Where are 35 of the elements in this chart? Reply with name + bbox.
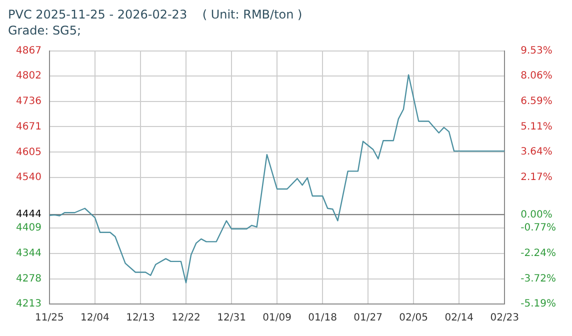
y-tick-label: 4671 xyxy=(16,121,42,132)
y2-tick-label: 9.53% xyxy=(520,45,552,56)
x-tick-label: 02/23 xyxy=(490,312,520,324)
chart-subtitle: Grade: SG5; xyxy=(8,24,82,38)
x-tick-label: 12/13 xyxy=(126,312,155,324)
y-tick-label: 4736 xyxy=(16,96,42,108)
y2-tick-label: -0.77% xyxy=(520,222,556,234)
y-tick-label: 4278 xyxy=(16,273,42,284)
y2-tick-label: 5.11% xyxy=(520,121,552,132)
x-tick-label: 12/31 xyxy=(217,312,246,324)
y-tick-label: 4540 xyxy=(16,172,42,183)
y2-tick-label: 8.06% xyxy=(520,70,552,82)
y-tick-label: 4867 xyxy=(16,45,42,56)
y2-tick-label: -5.19% xyxy=(520,298,556,310)
y2-tick-label: 2.17% xyxy=(520,172,552,183)
y-tick-label: 4605 xyxy=(16,146,42,158)
y2-tick-label: 3.64% xyxy=(520,146,552,158)
x-tick-label: 12/22 xyxy=(172,312,200,324)
x-tick-label: 02/05 xyxy=(399,312,428,324)
y-tick-label: 4344 xyxy=(16,248,42,259)
x-tick-label: 02/14 xyxy=(444,312,474,324)
x-tick-label: 01/09 xyxy=(262,312,292,324)
y2-tick-label: 6.59% xyxy=(520,96,552,107)
y-tick-label: 4444 xyxy=(16,209,42,220)
x-tick-label: 01/18 xyxy=(308,312,337,324)
x-tick-label: 12/04 xyxy=(80,312,110,324)
y-tick-label: 4802 xyxy=(16,70,42,82)
y-tick-label: 4409 xyxy=(16,222,42,234)
chart-title: PVC 2025-11-25 - 2026-02-23 ( Unit: RMB/ton ) xyxy=(8,7,302,22)
y2-tick-label: -3.72% xyxy=(520,273,556,284)
x-tick-label: 01/27 xyxy=(354,312,382,324)
y2-tick-label: 0.00% xyxy=(520,209,552,220)
y-tick-label: 4213 xyxy=(16,298,42,310)
x-tick-label: 11/25 xyxy=(35,312,64,324)
y2-tick-label: -2.24% xyxy=(520,248,556,259)
